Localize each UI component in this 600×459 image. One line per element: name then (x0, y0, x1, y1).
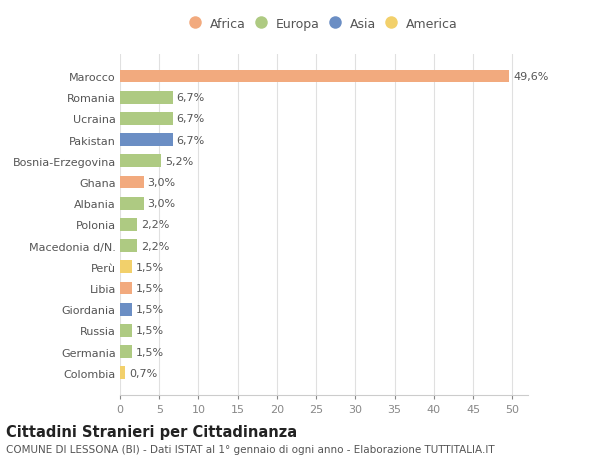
Bar (120, 282, 132, 295)
Bar (120, 71, 509, 83)
Text: 1,5%: 1,5% (136, 347, 164, 357)
Bar (120, 303, 132, 316)
Text: 2,2%: 2,2% (141, 220, 170, 230)
Bar (120, 113, 173, 125)
Text: 49,6%: 49,6% (513, 72, 548, 82)
Bar (120, 197, 143, 210)
Text: 1,5%: 1,5% (136, 304, 164, 314)
Bar (120, 176, 143, 189)
Bar (120, 155, 161, 168)
Bar (120, 261, 132, 274)
Bar (120, 346, 132, 358)
Bar (120, 240, 137, 252)
Bar (120, 134, 173, 147)
Text: 6,7%: 6,7% (176, 93, 205, 103)
Text: 1,5%: 1,5% (136, 262, 164, 272)
Text: 1,5%: 1,5% (136, 326, 164, 336)
Text: COMUNE DI LESSONA (BI) - Dati ISTAT al 1° gennaio di ogni anno - Elaborazione TU: COMUNE DI LESSONA (BI) - Dati ISTAT al 1… (6, 444, 494, 454)
Text: 6,7%: 6,7% (176, 114, 205, 124)
Text: 1,5%: 1,5% (136, 283, 164, 293)
Text: 5,2%: 5,2% (165, 157, 193, 167)
Bar (120, 92, 173, 104)
Text: 3,0%: 3,0% (148, 199, 176, 209)
Bar (120, 367, 125, 379)
Text: Cittadini Stranieri per Cittadinanza: Cittadini Stranieri per Cittadinanza (6, 425, 297, 440)
Text: 0,7%: 0,7% (130, 368, 158, 378)
Text: 3,0%: 3,0% (148, 178, 176, 188)
Legend: Africa, Europa, Asia, America: Africa, Europa, Asia, America (187, 14, 461, 34)
Text: 6,7%: 6,7% (176, 135, 205, 146)
Bar (120, 218, 137, 231)
Text: 2,2%: 2,2% (141, 241, 170, 251)
Bar (120, 325, 132, 337)
